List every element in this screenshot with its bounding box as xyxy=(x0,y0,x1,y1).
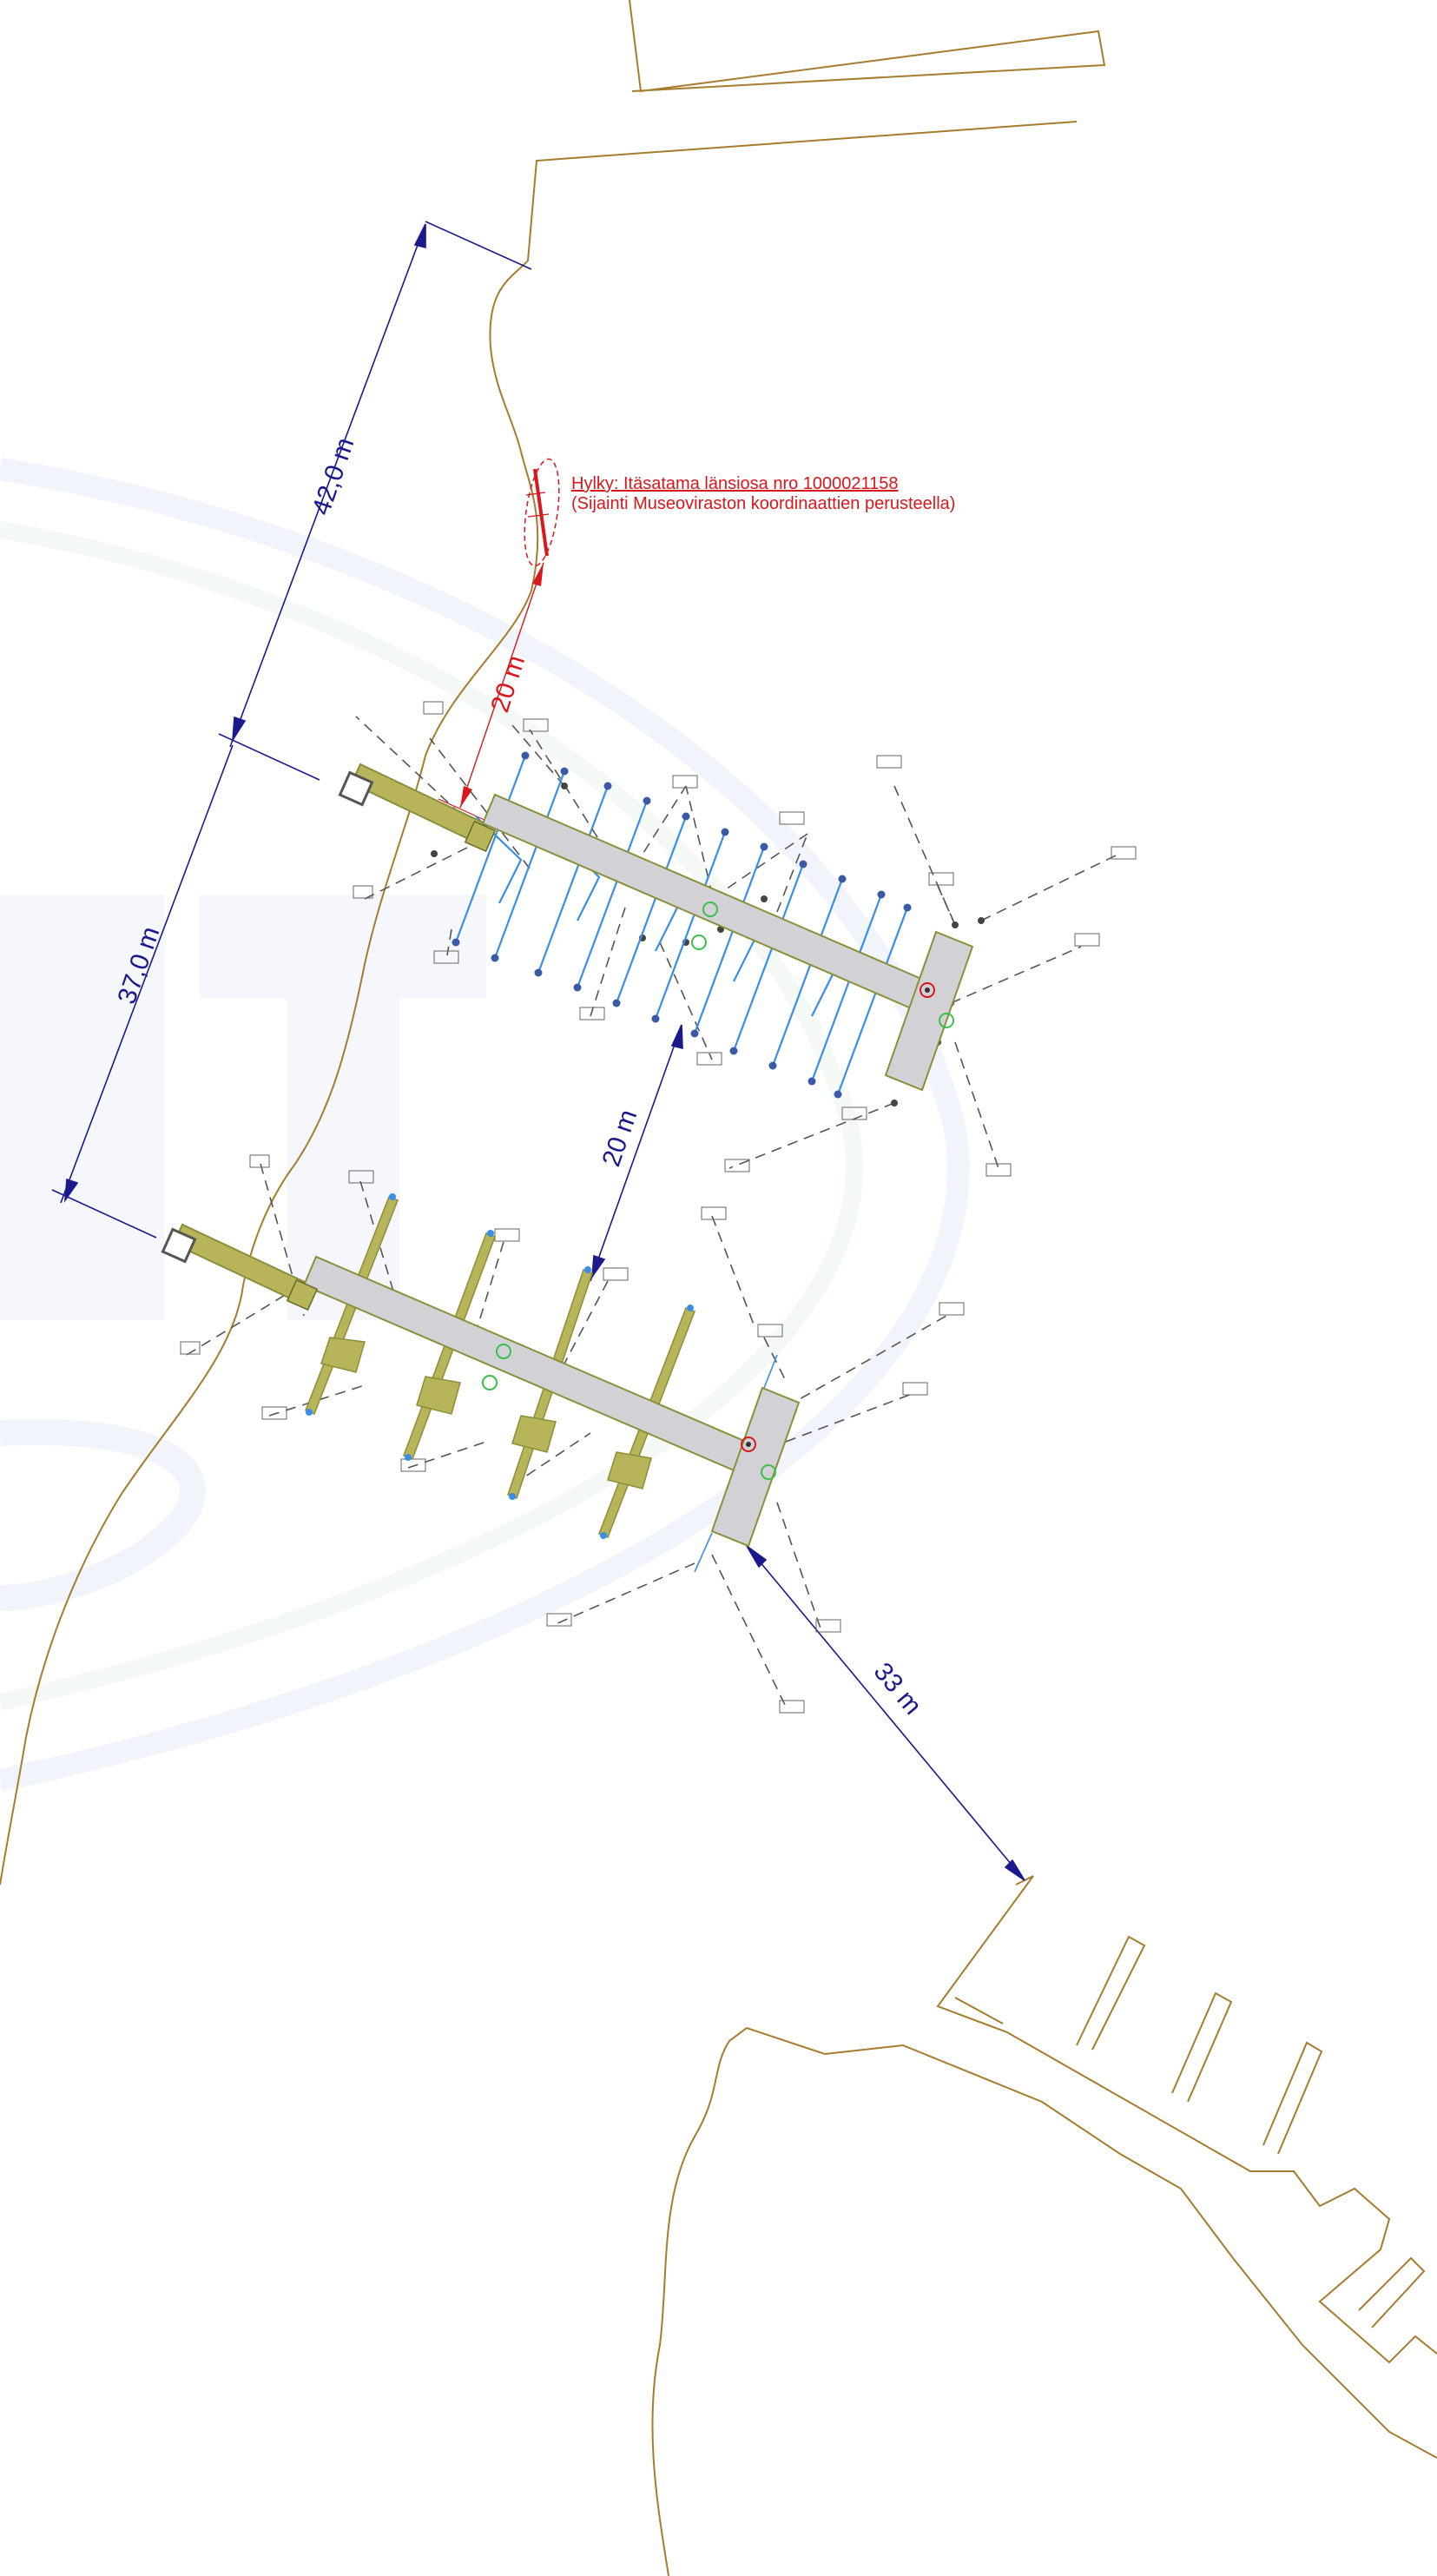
dimension-label-upper-shore: 42,0 m xyxy=(307,434,359,519)
upper-pier-anchor-tags xyxy=(353,701,1137,1177)
south-coast xyxy=(651,2026,1437,2576)
upper-pier-finger-berths xyxy=(454,755,909,1095)
lower-pier xyxy=(161,1154,965,1714)
dimension-lines xyxy=(51,221,1025,1881)
upper-pier-shore-box xyxy=(338,770,374,807)
wreck-label: Hylky: Itäsatama länsiosa nro 1000021158… xyxy=(571,474,955,514)
upper-pier-t-head xyxy=(884,930,974,1092)
lower-pier-anchor-tags xyxy=(180,1154,965,1714)
top-pier-outline xyxy=(629,0,1106,93)
lower-pier-t-head xyxy=(710,1386,801,1548)
dimension-label-pier-gap: 20 m xyxy=(597,1106,643,1170)
background-watermark xyxy=(0,458,970,1792)
coast-line xyxy=(0,121,1078,1886)
wreck-marker[interactable] xyxy=(438,457,564,822)
lower-pier-t-head-posts xyxy=(694,1354,778,1573)
lower-pier-shore-box xyxy=(161,1227,197,1264)
upper-pier xyxy=(338,701,1137,1177)
lower-pier-berth-ends xyxy=(306,1193,694,1539)
wreck-title: Hylky: Itäsatama länsiosa nro 1000021158 xyxy=(571,474,899,493)
upper-pier-gangway xyxy=(350,763,486,844)
upper-pier-berth-posts xyxy=(452,751,912,1099)
upper-pier-main-walkway xyxy=(481,793,929,1012)
south-harbour-piers xyxy=(936,1875,1437,2364)
dimension-label-wreck-distance: 20 m xyxy=(485,652,531,717)
dimension-label-harbour-distance: 33 m xyxy=(868,1657,927,1720)
wreck-subtitle: (Sijainti Museoviraston koordinaattien p… xyxy=(571,494,956,513)
